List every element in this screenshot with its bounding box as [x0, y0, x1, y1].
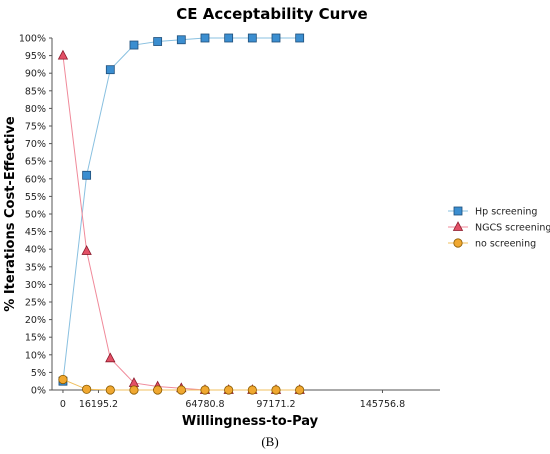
y-tick-label: 5% [31, 368, 46, 379]
y-tick-label: 55% [25, 192, 46, 203]
data-point [295, 385, 305, 395]
data-point [129, 40, 139, 50]
legend-marker [452, 221, 464, 231]
plot-area: 0% 5% 10% 15% 20% 25% 30% 35% 40% 45% 50% 55% 60% 65%… [19, 33, 440, 410]
y-tick-label: 15% [25, 333, 46, 344]
data-point [153, 385, 163, 395]
legend-marker [453, 238, 463, 248]
legend-item: Hp screening [448, 207, 537, 218]
data-point [129, 385, 139, 395]
legend-marker [453, 206, 463, 216]
y-tick-label: 10% [25, 350, 46, 361]
legend-label: no screening [475, 239, 536, 250]
legend-item: NGCS screening [448, 221, 550, 234]
figure-caption: (B) [261, 434, 278, 449]
y-tick-label: 45% [25, 227, 46, 238]
x-tick-label: 16195.2 [79, 399, 118, 410]
data-point [271, 385, 281, 395]
data-point [200, 33, 210, 43]
y-tick-label: 20% [25, 315, 46, 326]
y-tick-label: 65% [25, 157, 46, 168]
legend-item: no screening [448, 238, 536, 250]
x-tick-label: 145756.8 [360, 399, 405, 410]
series-line [62, 37, 300, 382]
x-axis-title: Willingness-to-Pay [182, 414, 319, 429]
y-tick-label: 60% [25, 174, 46, 185]
y-tick-label: 95% [25, 51, 46, 62]
data-point [105, 65, 115, 75]
y-tick-label: 35% [25, 262, 46, 273]
data-point [295, 33, 305, 43]
y-tick-label: 50% [25, 210, 46, 221]
x-tick-label: 0 [60, 399, 66, 410]
y-tick-label: 80% [25, 104, 46, 115]
data-point [153, 37, 163, 46]
data-point [176, 385, 186, 395]
data-point [57, 49, 69, 60]
y-tick-label: 0% [31, 386, 46, 397]
y-axis-title: % Iterations Cost-Effective [3, 116, 18, 312]
legend-label: Hp screening [475, 207, 537, 218]
series-ngcs-screening [57, 49, 305, 394]
data-point [82, 170, 92, 180]
series-hp-screening [58, 33, 305, 386]
data-point [247, 33, 257, 43]
y-tick-label: 85% [25, 86, 46, 97]
data-point [105, 352, 116, 363]
y-tick-label: 25% [25, 298, 46, 309]
legend: Hp screening NGCS screening no screening [448, 207, 550, 250]
data-point [224, 33, 234, 43]
data-point [271, 33, 281, 43]
y-tick-label: 100% [19, 34, 46, 45]
chart-title: CE Acceptability Curve [176, 5, 367, 23]
data-point [81, 245, 92, 255]
y-tick-label: 90% [25, 69, 46, 80]
y-tick-label: 30% [25, 280, 46, 291]
y-tick-label: 75% [25, 122, 46, 133]
data-point [247, 385, 257, 395]
data-point [105, 385, 115, 395]
data-point [200, 385, 210, 395]
x-tick-label: 64780.8 [185, 399, 224, 410]
series-line [62, 55, 300, 391]
series-no-screening [58, 374, 305, 395]
y-tick-label: 70% [25, 139, 46, 150]
data-point [58, 374, 68, 385]
data-point [82, 384, 92, 394]
data-point [176, 35, 186, 45]
data-point [224, 385, 234, 395]
x-tick-label: 97171.2 [256, 399, 295, 410]
legend-label: NGCS screening [475, 223, 550, 234]
y-tick-label: 40% [25, 245, 46, 256]
